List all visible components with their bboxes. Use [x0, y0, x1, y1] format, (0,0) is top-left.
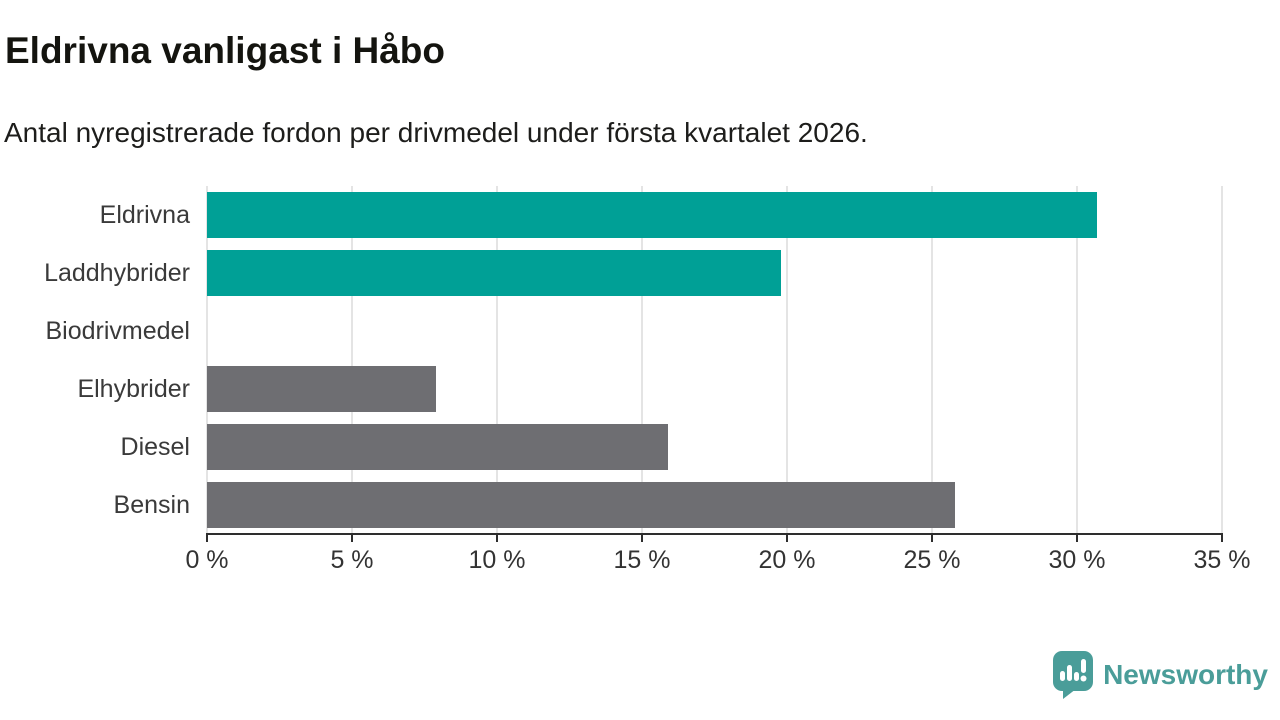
x-tick-label: 20 % — [758, 546, 816, 574]
bar-chart: Eldrivna vanligast i Håbo Antal nyregist… — [0, 30, 1250, 574]
gridline — [1221, 186, 1223, 533]
plot-area: 0 % 5 % 10 % 15 % 20 % 25 % 30 % 35 % — [185, 186, 1250, 574]
x-tick-label: 30 % — [1048, 546, 1106, 574]
category-label: Bensin — [113, 491, 190, 519]
category-label: Biodrivmedel — [45, 317, 190, 345]
newsworthy-speech-bubble-chart-icon — [1053, 651, 1094, 699]
page-title: Eldrivna vanligast i Håbo — [5, 30, 446, 71]
x-tick-label: 35 % — [1193, 546, 1251, 574]
x-axis-tick — [496, 533, 498, 542]
bar-bensin — [207, 482, 956, 528]
category-label: Laddhybrider — [44, 259, 190, 287]
category-label: Eldrivna — [99, 201, 190, 229]
x-axis-tick — [641, 533, 643, 542]
bar-eldrivna — [207, 192, 1098, 238]
gridline — [641, 186, 643, 533]
chart-subtitle: Antal nyregistrerade fordon per drivmede… — [4, 117, 868, 148]
brand-footer: Newsworthy — [1051, 650, 1268, 700]
category-label: Elhybrider — [77, 375, 190, 403]
x-axis-tick — [206, 533, 208, 542]
bar-diesel — [207, 424, 669, 470]
category-label: Diesel — [120, 433, 190, 461]
x-tick-label: 10 % — [468, 546, 526, 574]
gridline — [786, 186, 788, 533]
bar-laddhybrider — [207, 250, 782, 296]
gridline — [931, 186, 933, 533]
x-tick-label: 0 % — [185, 546, 229, 574]
brand-name: Newsworthy — [1103, 659, 1268, 690]
x-axis-tick — [931, 533, 933, 542]
bar-elhybrider — [207, 366, 437, 412]
x-axis-tick — [351, 533, 353, 542]
x-tick-label: 15 % — [613, 546, 671, 574]
gridline — [206, 186, 208, 533]
gridline — [496, 186, 498, 533]
x-axis-tick — [786, 533, 788, 542]
x-axis-tick — [1221, 533, 1223, 542]
gridline — [351, 186, 353, 533]
x-axis-tick — [1076, 533, 1078, 542]
y-axis-labels: Eldrivna Laddhybrider Biodrivmedel Elhybrid… — [0, 186, 190, 535]
x-tick-label: 5 % — [330, 546, 374, 574]
x-tick-label: 25 % — [903, 546, 961, 574]
gridline — [1076, 186, 1078, 533]
